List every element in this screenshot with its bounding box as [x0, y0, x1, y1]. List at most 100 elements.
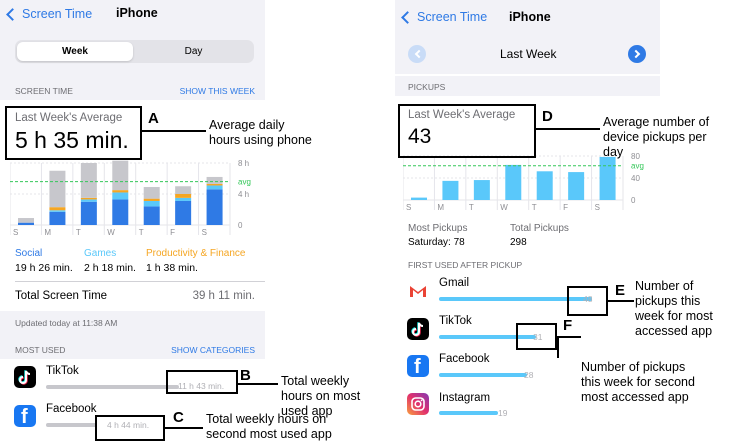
callout-line-f-horizontal	[557, 336, 581, 338]
callout-box-a	[5, 106, 142, 160]
pickup-count-facebook: 28	[524, 370, 534, 380]
app-row-facebook[interactable]: f Facebook 4 h 44 min.	[0, 402, 265, 436]
app-row-tiktok[interactable]: TikTok 11 h 43 min.	[0, 362, 265, 396]
pickup-row-gmail[interactable]: Gmail 48	[395, 276, 660, 310]
gmail-icon	[407, 280, 429, 302]
category-games-value: 2 h 18 min.	[84, 262, 136, 274]
avg-label: avg	[238, 178, 251, 187]
y-tick-label: 8 h	[238, 159, 249, 168]
back-label: Screen Time	[22, 7, 93, 21]
first-used-header-row: FIRST USED AFTER PICKUP	[395, 256, 660, 274]
next-period-button[interactable]	[628, 45, 646, 63]
left-nav-bar: Screen Time iPhone	[0, 0, 265, 28]
total-screen-time-value: 39 h 11 min.	[192, 290, 255, 302]
left-screen: Screen Time iPhone Week Day SCREEN TIME …	[0, 0, 265, 446]
day-label: S	[202, 228, 207, 237]
day-label: S	[406, 203, 411, 212]
pickup-row-instagram[interactable]: Instagram 19	[395, 389, 660, 423]
total-screen-time-row[interactable]: Total Screen Time 39 h 11 min.	[0, 282, 265, 310]
pickup-bar-instagram	[439, 411, 498, 415]
callout-box-c	[95, 415, 165, 441]
show-this-week-link[interactable]: SHOW THIS WEEK	[179, 86, 255, 96]
chart-bar-segment	[143, 206, 160, 225]
right-back-button[interactable]: Screen Time	[401, 9, 488, 25]
chart-bar-segment	[143, 200, 160, 207]
callout-box-e	[567, 286, 608, 316]
callout-letter-e: E	[615, 282, 626, 299]
chart-bar-segment	[49, 210, 66, 212]
chart-bar-segment	[143, 187, 160, 199]
pickup-count-instagram: 19	[498, 408, 508, 418]
chart-bar-segment	[143, 198, 160, 201]
pickup-bar	[536, 171, 553, 200]
callout-line-c	[165, 427, 203, 429]
chart-bar-segment	[206, 185, 223, 190]
chart-bar-segment	[80, 197, 97, 200]
right-back-label: Screen Time	[417, 10, 488, 24]
pickup-count-gmail: 48	[583, 294, 593, 304]
callout-letter-d: D	[542, 108, 553, 125]
show-categories-link[interactable]: SHOW CATEGORIES	[171, 345, 255, 355]
app-name-instagram: Instagram	[439, 392, 491, 404]
pickup-bar	[442, 180, 459, 200]
first-used-header: FIRST USED AFTER PICKUP	[408, 260, 523, 270]
segment-day[interactable]: Day	[135, 42, 252, 61]
usage-time-facebook: 4 h 44 min.	[107, 420, 150, 430]
y-tick-label: 80	[631, 152, 640, 161]
day-label: M	[44, 228, 51, 237]
previous-period-button[interactable]	[408, 45, 426, 63]
y-tick-label: 0	[238, 221, 243, 230]
chart-bar-segment	[206, 176, 223, 184]
total-pickups: Total Pickups 298	[510, 223, 569, 248]
tiktok-icon	[14, 366, 36, 388]
chart-bar-segment	[175, 200, 192, 225]
nav-title: iPhone	[116, 6, 158, 20]
total-pickups-value: 298	[510, 237, 527, 248]
callout-line-d	[536, 128, 600, 130]
usage-bar-tiktok	[46, 385, 179, 389]
chart-bar-segment	[18, 218, 34, 223]
category-productivity-name: Productivity & Finance	[146, 248, 246, 259]
usage-time-tiktok: 11 h 43 min.	[178, 381, 225, 391]
chart-bar-segment	[175, 186, 192, 194]
category-social-value: 19 h 26 min.	[15, 262, 73, 274]
instagram-icon	[407, 393, 429, 415]
pickup-row-tiktok[interactable]: TikTok 31	[395, 313, 660, 347]
pickup-bar	[473, 180, 490, 200]
day-label: W	[500, 203, 508, 212]
pickups-header: PICKUPS	[408, 82, 446, 92]
callout-line-f	[557, 336, 559, 358]
chevron-left-icon	[401, 10, 414, 24]
screen-time-header: SCREEN TIME	[15, 86, 73, 96]
segment-week[interactable]: Week	[17, 42, 133, 61]
day-label: M	[437, 203, 444, 212]
app-name-tiktok: TikTok	[439, 315, 472, 327]
day-label: F	[563, 203, 568, 212]
chart-bar-segment	[175, 194, 192, 198]
chevron-right-icon	[631, 49, 640, 59]
screen-time-chart: avg 8 h 4 h 0 S M T W T F S	[10, 159, 251, 237]
day-label: S	[595, 203, 600, 212]
chevron-left-icon	[6, 7, 19, 21]
app-name-facebook: Facebook	[46, 403, 97, 415]
average-label: Last Week's Average	[15, 112, 123, 124]
chart-bar-segment	[49, 207, 66, 211]
divider	[15, 281, 265, 282]
callout-text-a: Average daily hours using phone	[209, 118, 312, 147]
pickup-bar	[568, 172, 585, 200]
pickup-row-facebook[interactable]: f Facebook 28	[395, 351, 660, 385]
pickup-bar	[411, 197, 427, 200]
tiktok-icon	[407, 318, 429, 340]
day-label: T	[469, 203, 474, 212]
chart-bar-segment	[206, 183, 223, 186]
most-pickups-value: Saturday: 78	[408, 237, 465, 248]
facebook-icon: f	[14, 405, 36, 427]
category-productivity: Productivity & Finance 1 h 38 min.	[146, 248, 246, 274]
callout-line-a	[142, 130, 206, 132]
back-button[interactable]: Screen Time	[6, 6, 93, 22]
day-label: T	[532, 203, 537, 212]
pickup-bar-tiktok	[439, 335, 536, 339]
most-pickups-label: Most Pickups	[408, 223, 468, 234]
pickup-count-tiktok: 31	[533, 332, 543, 342]
